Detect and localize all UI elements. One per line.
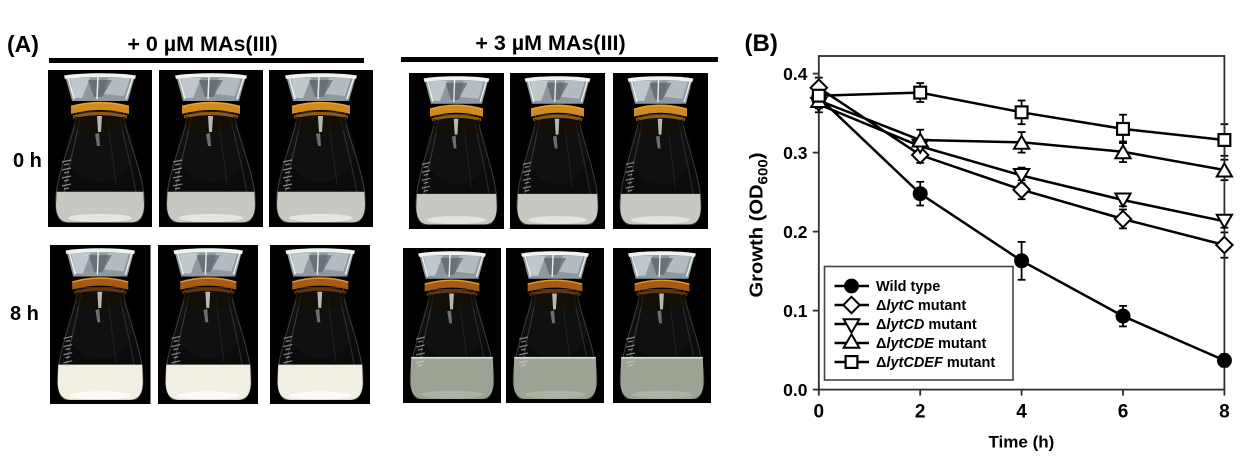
svg-text:0.0: 0.0	[783, 380, 808, 400]
svg-text:6: 6	[1118, 401, 1129, 422]
svg-text:Time (h): Time (h)	[988, 433, 1054, 452]
svg-text:0.1: 0.1	[783, 301, 808, 321]
svg-text:0.4: 0.4	[783, 64, 808, 84]
svg-text:0: 0	[814, 401, 825, 422]
svg-text:ΔlytCDE mutant: ΔlytCDE mutant	[876, 336, 986, 352]
svg-text:8: 8	[1219, 401, 1230, 422]
svg-text:Wild type: Wild type	[876, 279, 940, 295]
svg-text:4: 4	[1016, 401, 1027, 422]
svg-text:0.2: 0.2	[783, 222, 808, 242]
svg-text:Growth (OD600): Growth (OD600)	[747, 153, 771, 298]
svg-text:2: 2	[915, 401, 926, 422]
svg-text:(B): (B)	[745, 30, 778, 57]
svg-text:ΔlytC mutant: ΔlytC mutant	[876, 298, 966, 314]
svg-text:ΔlytCDEF mutant: ΔlytCDEF mutant	[876, 355, 995, 371]
svg-text:ΔlytCD mutant: ΔlytCD mutant	[876, 317, 977, 333]
svg-text:0.3: 0.3	[783, 143, 808, 163]
